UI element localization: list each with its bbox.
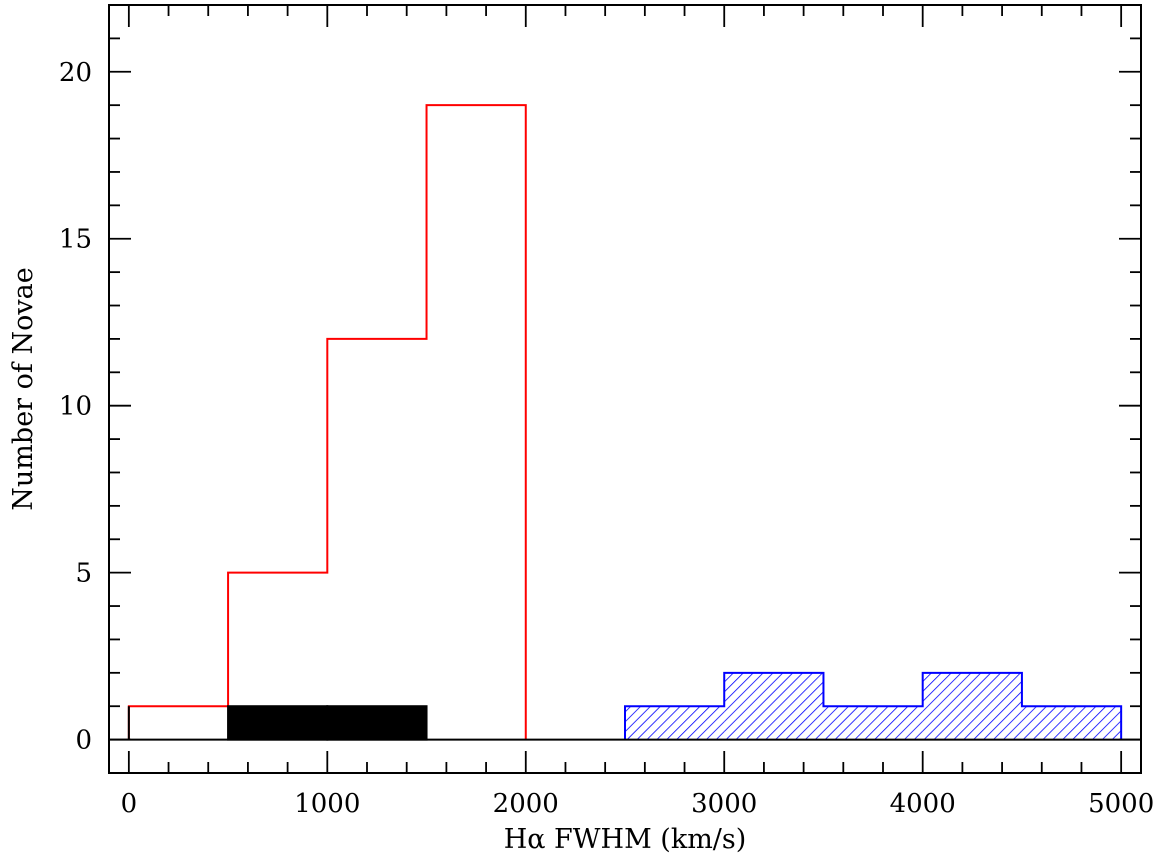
bar-blue-1 <box>724 672 824 740</box>
y-tick-label: 20 <box>59 58 92 88</box>
series-red-step-outline <box>127 104 527 740</box>
y-tick-label: 0 <box>75 726 92 756</box>
bar-blue-3 <box>922 672 1022 740</box>
bar-red-3 <box>427 105 526 739</box>
x-tick-label: 2000 <box>493 789 559 819</box>
x-tick-label: 3000 <box>691 789 757 819</box>
y-axis-title: Number of Novae <box>8 267 39 510</box>
x-tick-label: 4000 <box>890 789 956 819</box>
axis-ticks <box>109 5 1141 773</box>
series-blue-outline <box>624 671 1123 740</box>
bar-red-0 <box>129 706 228 739</box>
x-tick-label: 5000 <box>1088 789 1154 819</box>
bar-red-2 <box>327 339 426 740</box>
bar-blue-2 <box>823 706 923 740</box>
bar-black-0 <box>227 705 329 741</box>
bar-black-1 <box>326 705 428 741</box>
x-tick-label: 0 <box>121 789 138 819</box>
x-tick-label: 1000 <box>294 789 360 819</box>
y-tick-label: 15 <box>59 225 92 255</box>
x-axis-title: Hα FWHM (km/s) <box>504 824 747 855</box>
y-tick-label: 10 <box>59 392 92 422</box>
tick-labels: 0 1000 2000 3000 4000 5000 0 5 10 15 20 <box>59 58 1154 819</box>
bar-blue-4 <box>1021 706 1122 740</box>
y-tick-label: 5 <box>75 559 92 589</box>
plot-frame <box>108 4 1142 774</box>
bar-blue-0 <box>625 706 725 740</box>
plot-border <box>108 4 1142 774</box>
